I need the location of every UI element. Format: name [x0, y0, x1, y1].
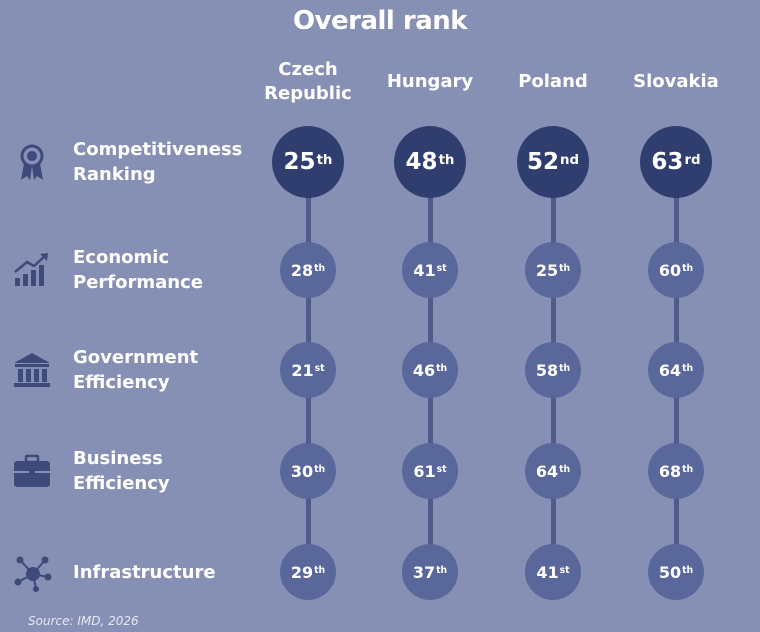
- column-header: Poland: [518, 71, 588, 92]
- row-label: Economic Performance: [73, 247, 203, 293]
- source-note: Source: IMD, 2026: [28, 614, 139, 628]
- government-building-icon: [14, 353, 50, 387]
- column-header: Hungary: [386, 71, 474, 92]
- row-label: Business Efficiency: [73, 448, 170, 494]
- growth-chart-icon: [14, 253, 48, 286]
- row-label: Infrastructure: [73, 561, 216, 583]
- row-label: Government Efficiency: [73, 347, 199, 393]
- award-ribbon-icon: [20, 144, 44, 180]
- chart-title: Overall rank: [292, 6, 468, 36]
- row-label: Competitiveness Ranking: [73, 139, 243, 185]
- column-header: Slovakia: [633, 71, 719, 92]
- column-header: Czech Republic: [264, 59, 352, 104]
- network-icon: [14, 556, 52, 592]
- briefcase-icon: [14, 454, 50, 487]
